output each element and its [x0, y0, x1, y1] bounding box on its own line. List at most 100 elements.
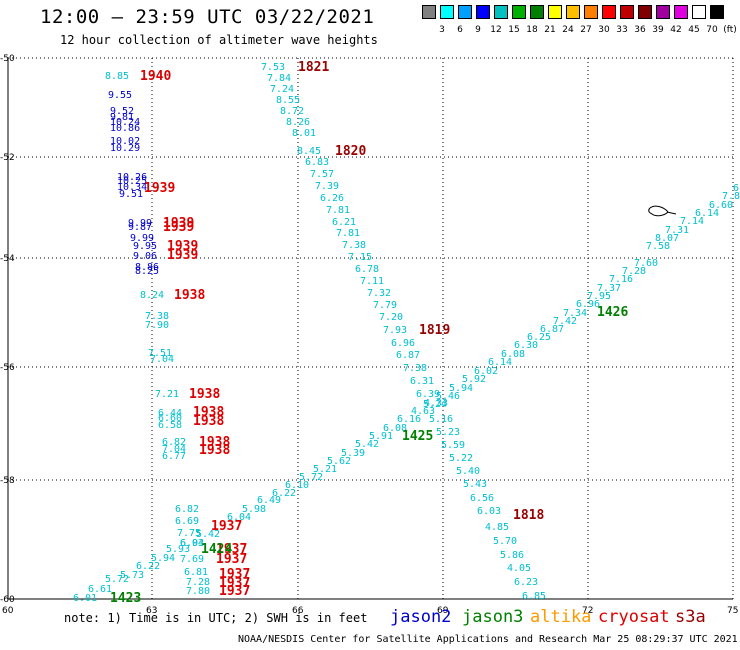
swh-label-cryosat: 10.34 — [117, 182, 147, 193]
swh-label-cryosat: 6.82 — [162, 437, 186, 448]
footer-credit: NOAA/NESDIS Center for Satellite Applica… — [238, 634, 738, 645]
swh-label-cryosat: 7.38 — [145, 311, 169, 322]
swh-label-s3a: 6.56 — [470, 493, 494, 504]
swh-label-s3a: 7.15 — [348, 252, 372, 263]
swh-label-jason3: 7.58 — [646, 241, 670, 252]
swh-label-s3a: 8.72 — [280, 106, 304, 117]
swh-label-jason3: 6.10 — [285, 480, 309, 491]
pass-time-label: 1938 — [199, 435, 230, 450]
swh-label-cryosat: 8.24 — [140, 290, 164, 301]
swh-label-cryosat: 7.04 — [150, 354, 174, 365]
swh-label-s3a: 5.40 — [456, 466, 480, 477]
units-note: note: 1) Time is in UTC; 2) SWH is in fe… — [64, 611, 368, 625]
swh-label-jason3: 8.07 — [655, 233, 679, 244]
swh-label-cryosat: 8.86 — [135, 262, 159, 273]
colorbar-swatch — [440, 5, 454, 19]
swh-label-cryosat: 8.25 — [135, 266, 159, 277]
swh-label-s3a: 5.70 — [493, 536, 517, 547]
swh-label-s3a: 8.01 — [292, 128, 316, 139]
legend-cryosat: cryosat — [598, 607, 670, 627]
swh-label-jason3: 6.04 — [180, 538, 204, 549]
pass-time-label: 1818 — [513, 508, 544, 523]
swh-label-cryosat: 6.69 — [175, 516, 199, 527]
colorbar-swatch — [476, 5, 490, 19]
swh-label-s3a: 7.53 — [261, 62, 285, 73]
swh-label-cryosat: 10.25 — [117, 176, 147, 187]
colorbar-swatch — [548, 5, 562, 19]
swh-label-jason3: 5.46 — [436, 391, 460, 402]
swh-label-s3a: 6.03 — [477, 506, 501, 517]
swh-label-cryosat: 7.28 — [186, 577, 210, 588]
swh-label-jason3: 5.62 — [327, 456, 351, 467]
swh-label-s3a: 5.16 — [429, 414, 453, 425]
swh-label-jason3: 6.08 — [501, 349, 525, 360]
swh-label-cryosat: 9.06 — [133, 251, 157, 262]
colorbar-label: 27 — [580, 25, 592, 35]
swh-label-jason3: 7.28 — [622, 266, 646, 277]
colorbar-label: 33 — [616, 25, 628, 35]
island-outline — [648, 205, 677, 217]
colorbar-label: 30 — [598, 25, 610, 35]
swh-label-jason3: 4.63 — [411, 406, 435, 417]
pass-time-label: 1938 — [193, 405, 224, 420]
pass-time-label: 1937 — [219, 576, 250, 591]
swh-label-jason3: 6.49 — [257, 495, 281, 506]
swh-label-jason3: 6.96 — [576, 299, 600, 310]
swh-label-s3a: 5.24 — [423, 399, 447, 410]
swh-label-cryosat: 10.86 — [110, 123, 140, 134]
colorbar-swatch — [512, 5, 526, 19]
pass-time-label: 1939 — [163, 216, 194, 231]
pass-time-label: 1939 — [167, 248, 198, 263]
colorbar-label: 24 — [562, 25, 574, 35]
swh-label-s3a: 5.43 — [463, 479, 487, 490]
swh-label-s3a: 6.21 — [332, 217, 356, 228]
lat-tick-label: -54 — [0, 254, 15, 264]
swh-label-cryosat: 6.93 — [180, 538, 204, 549]
map-title: 12:00 – 23:59 UTC 03/22/2021 — [40, 6, 375, 28]
swh-label-cryosat: 7.04 — [162, 444, 186, 455]
lat-tick-label: -58 — [0, 476, 15, 486]
swh-label-jason3: 7.88 — [722, 191, 740, 202]
swh-label-jason3: 6.02 — [474, 366, 498, 377]
swh-label-jason3: 4.33 — [424, 398, 448, 409]
swh-label-s3a: 8.55 — [276, 95, 300, 106]
swh-label-s3a: 7.20 — [379, 312, 403, 323]
swh-label-cryosat: 7.75 — [177, 528, 201, 539]
swh-label-jason3: 6.60 — [709, 200, 733, 211]
lat-lon-grid — [7, 57, 734, 600]
swh-label-jason3: 5.93 — [166, 544, 190, 555]
swh-label-jason3: 6 — [733, 183, 739, 194]
pass-time-label: 1940 — [140, 69, 171, 84]
colorbar-swatch — [638, 5, 652, 19]
swh-label-s3a: 7.38 — [342, 240, 366, 251]
colorbar-label: 3 — [439, 25, 445, 35]
legend-s3a: s3a — [675, 607, 706, 627]
lat-tick-label: -50 — [0, 54, 15, 64]
swh-label-s3a: 6.31 — [410, 376, 434, 387]
pass-time-label: 1938 — [193, 414, 224, 429]
swh-label-jason3: 5.42 — [196, 529, 220, 540]
pass-time-label: 1819 — [419, 323, 450, 338]
pass-time-label: 1937 — [211, 519, 242, 534]
lon-tick-label: 60 — [2, 606, 14, 616]
swh-label-jason3: 6.04 — [227, 512, 251, 523]
swh-label-s3a: 8.45 — [297, 146, 321, 157]
pass-time-label: 1424 — [201, 542, 232, 557]
swh-label-s3a: 8.26 — [286, 117, 310, 128]
swh-label-s3a: 6.83 — [305, 157, 329, 168]
swh-label-jason3: 7.34 — [563, 308, 587, 319]
pass-time-label: 1937 — [219, 567, 250, 582]
swh-label-cryosat: 6.81 — [184, 567, 208, 578]
swh-label-jason3: 6.22 — [272, 488, 296, 499]
swh-label-jason3: 5.72 — [299, 472, 323, 483]
map-subtitle: 12 hour collection of altimeter wave hei… — [60, 33, 378, 47]
lon-tick-label: 75 — [727, 606, 738, 616]
swh-label-cryosat: 10.29 — [110, 143, 140, 154]
swh-label-cryosat: 7.90 — [145, 320, 169, 331]
pass-time-label: 1939 — [167, 239, 198, 254]
swh-label-jason3: 5.92 — [462, 374, 486, 385]
swh-label-cryosat: 7.69 — [180, 554, 204, 565]
swh-label-jason3: 6.01 — [73, 593, 97, 604]
swh-label-jason3: 7.14 — [680, 216, 704, 227]
